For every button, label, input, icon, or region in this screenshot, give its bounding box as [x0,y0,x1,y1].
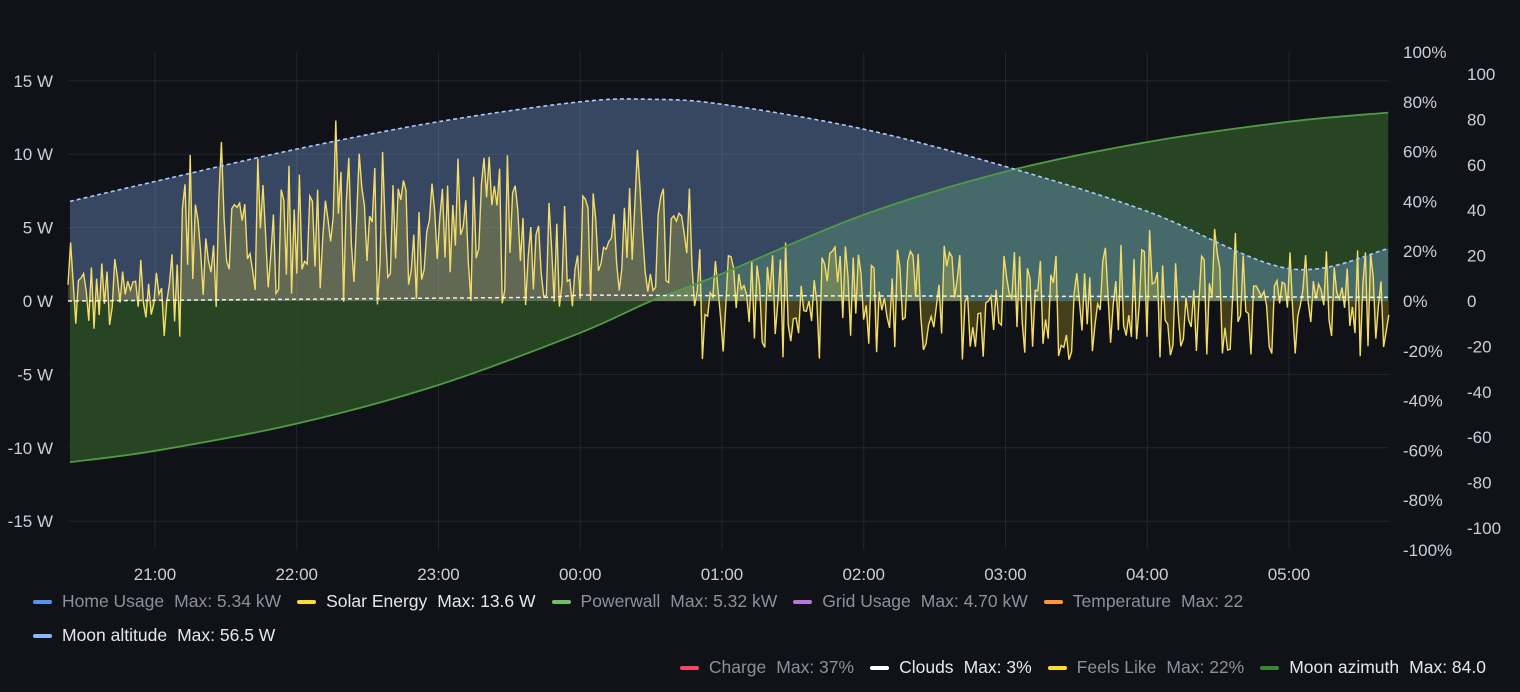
y-right-percent-tick-label: -20% [1403,342,1443,361]
legend-item-home-usage[interactable]: Home Usage Max: 5.34 kW [33,591,281,612]
y-right-percent-tick-label: -60% [1403,441,1443,460]
moon-altitude-area [69,98,1389,301]
y-right-percent-tick-label: -80% [1403,491,1443,510]
legend-series-name: Moon altitude [62,625,168,645]
legend-series-name: Solar Energy [326,591,428,611]
clouds-line [67,294,1390,302]
y-left-tick-label: 5 W [23,219,53,238]
series-layer [67,98,1390,464]
y-left-tick-label: -5 W [17,365,53,384]
moon-azimuth-line [69,111,1389,464]
y-left-tick-label: 15 W [13,72,53,91]
legend-series-name: Moon azimuth [1289,657,1400,677]
y-right-numeric-tick-label: -40 [1467,383,1492,402]
legend-swatch [793,599,813,604]
y-right-numeric-tick-label: 80 [1467,110,1486,129]
legend-max-value: Max: 4.70 kW [920,591,1028,611]
legend-item-feels-like[interactable]: Feels Like Max: 22% [1047,657,1245,678]
y-left-tick-label: 0 W [23,292,53,311]
x-tick-label: 00:00 [559,565,602,584]
legend-swatch [679,665,699,670]
legend-max-value: Max: 22 [1181,591,1244,611]
legend-max-value: Max: 56.5 W [177,625,276,645]
y-right-numeric-tick-label: -60 [1467,428,1492,447]
legend-max-value: Max: 22% [1166,657,1245,677]
y-right-percent-tick-label: 80% [1403,93,1437,112]
y-right-percent-tick-label: -100% [1403,541,1452,560]
x-tick-label: 02:00 [842,565,885,584]
legend-row-3: Charge Max: 37% Clouds Max: 3% Feels Like Max… [679,657,1502,678]
legend-item-solar-energy[interactable]: Solar Energy Max: 13.6 W [297,591,536,612]
legend-swatch [1047,665,1067,670]
y-left-tick-label: -15 W [8,512,53,531]
legend-item-charge[interactable]: Charge Max: 37% [679,657,855,678]
legend-series-name: Grid Usage [822,591,911,611]
legend-max-value: Max: 37% [776,657,855,677]
y-right-numeric-tick-label: 20 [1467,247,1486,266]
legend-max-value: Max: 13.6 W [437,591,536,611]
x-tick-label: 04:00 [1126,565,1169,584]
x-tick-label: 23:00 [417,565,460,584]
y-left-tick-label: -10 W [8,439,53,458]
legend-item-moon-azimuth[interactable]: Moon azimuth Max: 84.0 [1260,657,1486,678]
y-right-percent-tick-label: 60% [1403,143,1437,162]
legend-series-name: Temperature [1072,591,1172,611]
x-tick-label: 22:00 [275,565,318,584]
legend-item-grid-usage[interactable]: Grid Usage Max: 4.70 kW [793,591,1028,612]
solar-energy-area [68,120,1389,360]
y-right-percent-tick-label: 20% [1403,242,1437,261]
y-right-percent-tick-label: 0% [1403,292,1428,311]
legend-series-name: Feels Like [1076,657,1157,677]
moon-azimuth-area [69,112,1389,463]
legend-series-name: Clouds [899,657,954,677]
x-tick-label: 01:00 [701,565,744,584]
legend-item-clouds[interactable]: Clouds Max: 3% [870,657,1032,678]
solar-energy-line [67,120,1390,360]
legend-row-2: Moon altitude Max: 56.5 W [33,625,291,646]
timeseries-chart: 15 W 10 W 5 W 0 W -5 W -10 W -15 W 100% 80% 60% 40… [8,43,1501,584]
legend-series-name: Powerwall [580,591,661,611]
x-tick-label: 05:00 [1268,565,1311,584]
legend-item-moon-altitude[interactable]: Moon altitude Max: 56.5 W [33,625,275,646]
legend-row-1: Home Usage Max: 5.34 kW Solar Energy Max: 1… [33,591,1259,612]
legend-swatch [297,599,317,604]
y-left-tick-label: 10 W [13,145,53,164]
y-right-numeric-tick-label: 40 [1467,201,1486,220]
legend-max-value: Max: 5.34 kW [174,591,282,611]
legend-item-temperature[interactable]: Temperature Max: 22 [1043,591,1244,612]
legend-swatch [1043,599,1063,604]
legend-series-name: Home Usage [62,591,165,611]
y-right-numeric-tick-label: 0 [1467,292,1476,311]
legend-item-powerwall[interactable]: Powerwall Max: 5.32 kW [551,591,778,612]
y-right-numeric-tick-label: 60 [1467,156,1486,175]
y-right-numeric-tick-label: -80 [1467,474,1492,493]
legend-series-name: Charge [708,657,767,677]
legend-swatch [551,599,571,604]
legend-swatch [870,665,890,670]
axis-labels: 15 W 10 W 5 W 0 W -5 W -10 W -15 W 100% 80% 60% 40… [8,43,1501,584]
legend-max-value: Max: 5.32 kW [670,591,778,611]
y-right-numeric-tick-label: 100 [1467,65,1495,84]
x-tick-label: 03:00 [984,565,1027,584]
y-right-percent-tick-label: -40% [1403,392,1443,411]
y-right-percent-tick-label: 40% [1403,192,1437,211]
x-tick-label: 21:00 [134,565,177,584]
y-right-numeric-tick-label: -100 [1467,519,1501,538]
y-right-percent-tick-label: 100% [1403,43,1446,62]
legend-swatch [33,633,52,638]
y-right-numeric-tick-label: -20 [1467,337,1492,356]
legend-swatch [33,599,52,604]
legend-max-value: Max: 3% [963,657,1032,677]
legend-max-value: Max: 84.0 [1409,657,1486,677]
legend-swatch [1260,665,1280,670]
